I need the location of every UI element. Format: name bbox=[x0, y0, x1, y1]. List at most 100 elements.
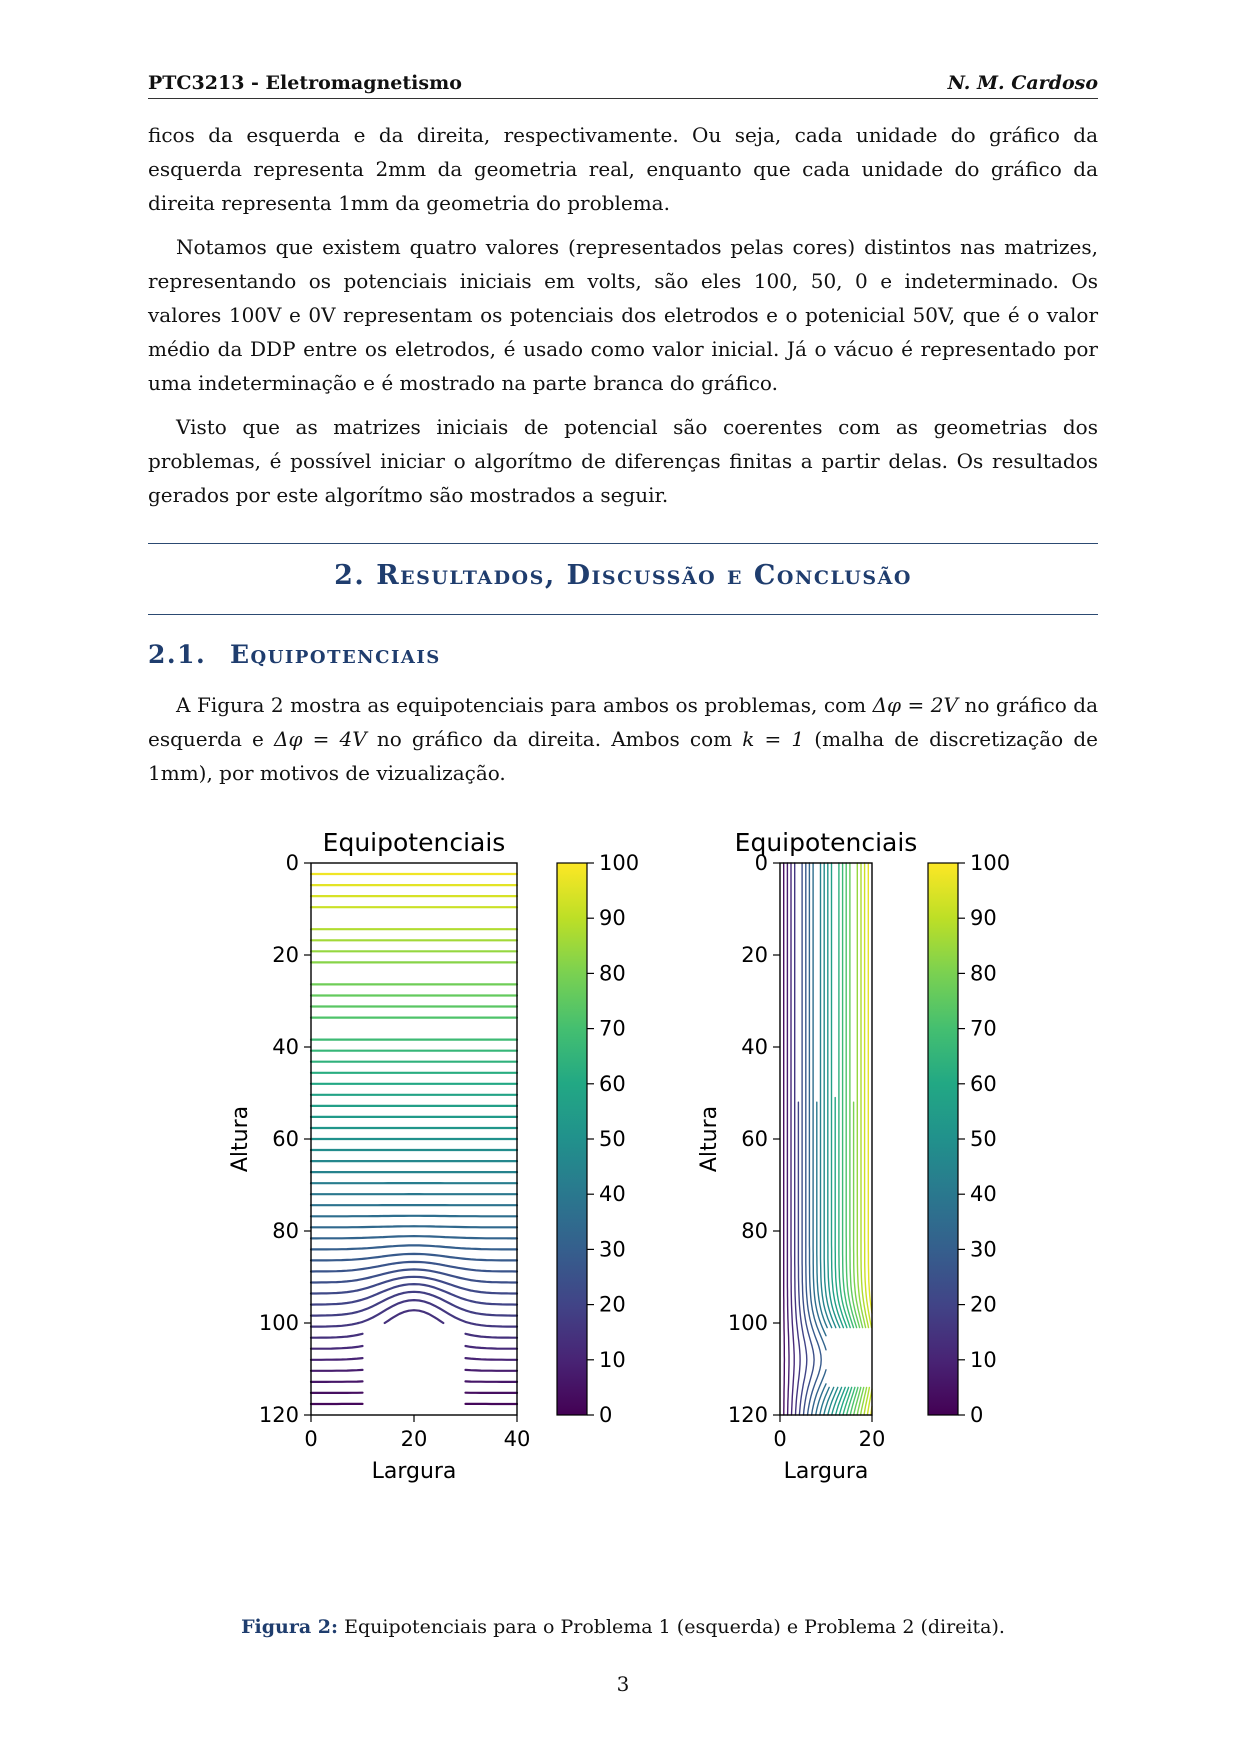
y-tick-label-40: 40 bbox=[741, 1035, 768, 1059]
colorbar-tick-label-70: 70 bbox=[599, 1017, 626, 1041]
contour-line-32 bbox=[309, 1235, 519, 1240]
colorbar-tick-label-80: 80 bbox=[970, 961, 997, 985]
contour-line-12 bbox=[790, 862, 795, 1416]
colorbar-tick-label-30: 30 bbox=[970, 1237, 997, 1261]
para4-text-c: no gráfico da direita. Ambos com bbox=[366, 727, 743, 751]
paragraph-1: ficos da esquerda e da direita, respecti… bbox=[148, 123, 1098, 215]
colorbar-tick-label-60: 60 bbox=[970, 1072, 997, 1096]
para4-text-b: no gráfico da esquerda e bbox=[148, 693, 1098, 751]
contour-line-72 bbox=[845, 862, 859, 1416]
header-course: PTC3213 - Eletromagnetismo bbox=[148, 72, 462, 94]
contour-line-30 bbox=[309, 1244, 519, 1251]
math-k: k = 1 bbox=[742, 727, 805, 751]
contour-line-34 bbox=[309, 1225, 519, 1229]
y-tick-label-0: 0 bbox=[755, 851, 768, 875]
subsection-name: Equipotenciais bbox=[230, 640, 441, 669]
contour-line-4 bbox=[783, 862, 786, 1416]
colorbar-tick-label-20: 20 bbox=[599, 1293, 626, 1317]
y-tick-label-100: 100 bbox=[259, 1311, 299, 1335]
para4-text-d: (malha de discretização de 1mm), por mot… bbox=[148, 727, 1098, 785]
colorbar-tick-label-70: 70 bbox=[970, 1017, 997, 1041]
x-axis-label: Largura bbox=[372, 1459, 457, 1484]
contour-line-36 bbox=[812, 862, 827, 1416]
contour-line-10 bbox=[309, 1357, 519, 1361]
contour-line-68 bbox=[841, 862, 856, 1416]
y-tick-label-60: 60 bbox=[272, 1127, 299, 1151]
contour-line-20 bbox=[797, 1101, 808, 1416]
contour-line-28 bbox=[805, 862, 822, 1416]
colorbar-tick-label-90: 90 bbox=[970, 906, 997, 930]
colorbar-tick-label-40: 40 bbox=[599, 1182, 626, 1206]
contour-line-96 bbox=[867, 862, 873, 1416]
paragraph-3: Visto que as matrizes iniciais de potenc… bbox=[148, 415, 1098, 507]
contour-line-28 bbox=[309, 1252, 519, 1262]
x-axis-label: Largura bbox=[784, 1459, 869, 1484]
contour-line-76 bbox=[849, 862, 862, 1416]
contour-line-88 bbox=[860, 862, 871, 1416]
colorbar-tick-label-40: 40 bbox=[970, 1182, 997, 1206]
chart-title: Equipotenciais bbox=[323, 828, 506, 857]
colorbar-tick-label-80: 80 bbox=[599, 961, 626, 985]
contour-line-18 bbox=[309, 1290, 519, 1317]
y-tick-label-60: 60 bbox=[741, 1127, 768, 1151]
x-tick-label-20: 20 bbox=[859, 1427, 886, 1451]
contour-line-16 bbox=[309, 1299, 519, 1328]
contour-line-20 bbox=[309, 1283, 519, 1306]
contour-line-6 bbox=[309, 1380, 519, 1383]
contour-line-8 bbox=[309, 1368, 519, 1372]
y-tick-label-120: 120 bbox=[728, 1403, 768, 1427]
contour-line-80 bbox=[852, 1101, 865, 1416]
colorbar-tick-label-100: 100 bbox=[970, 851, 1010, 875]
colorbar-tick-label-50: 50 bbox=[970, 1127, 997, 1151]
contour-line-14 bbox=[309, 1309, 519, 1339]
contour-line-52 bbox=[827, 862, 843, 1416]
paragraph-4: A Figura 2 mostra as equipotenciais para… bbox=[148, 688, 1098, 790]
contour-line-26 bbox=[309, 1260, 519, 1273]
page-header: PTC3213 - Eletromagnetismo N. M. Cardoso bbox=[148, 72, 1098, 99]
x-tick-label-40: 40 bbox=[504, 1427, 531, 1451]
contour-line-8 bbox=[786, 862, 790, 1416]
figure-caption: Figura 2: Equipotenciais para o Problema… bbox=[148, 1616, 1098, 1638]
math-delta-right: Δφ = 4V bbox=[274, 727, 367, 751]
subsection-title: 2.1. Equipotenciais bbox=[148, 640, 441, 669]
contour-line-84 bbox=[856, 862, 868, 1416]
paragraph-2: Notamos que existem quatro valores (repr… bbox=[148, 235, 1098, 395]
header-author: N. M. Cardoso bbox=[947, 72, 1098, 94]
x-tick-label-0: 0 bbox=[304, 1427, 317, 1451]
section-title: 2. Resultados, Discussão e Conclusão bbox=[334, 560, 912, 591]
plot-frame bbox=[779, 862, 873, 1416]
y-axis-label: Altura bbox=[697, 1106, 722, 1172]
contour-line-48 bbox=[823, 862, 839, 1416]
y-tick-label-100: 100 bbox=[728, 1311, 768, 1335]
y-tick-label-80: 80 bbox=[741, 1219, 768, 1243]
y-axis-label: Altura bbox=[228, 1106, 253, 1172]
contour-line-56 bbox=[830, 862, 846, 1416]
colorbar-tick-label-30: 30 bbox=[599, 1237, 626, 1261]
colorbar-tick-label-50: 50 bbox=[599, 1127, 626, 1151]
colorbar-tick-label-0: 0 bbox=[599, 1403, 612, 1427]
y-tick-label-120: 120 bbox=[259, 1403, 299, 1427]
x-tick-label-20: 20 bbox=[401, 1427, 428, 1451]
caption-text: Equipotenciais para o Problema 1 (esquer… bbox=[344, 1616, 1005, 1638]
y-tick-label-0: 0 bbox=[286, 851, 299, 875]
contour-line-22 bbox=[309, 1275, 519, 1295]
contour-line-92 bbox=[863, 862, 873, 1416]
colorbar-tick-label-90: 90 bbox=[599, 906, 626, 930]
colorbar bbox=[556, 862, 588, 1416]
y-tick-label-80: 80 bbox=[272, 1219, 299, 1243]
page-number: 3 bbox=[616, 1672, 630, 1696]
colorbar-tick-label-10: 10 bbox=[970, 1348, 997, 1372]
caption-label: Figura 2: bbox=[241, 1616, 339, 1638]
y-tick-label-20: 20 bbox=[741, 943, 768, 967]
subsection-number: 2.1. bbox=[148, 640, 207, 669]
colorbar-tick-label-0: 0 bbox=[970, 1403, 983, 1427]
para4-text-a: A Figura 2 mostra as equipotenciais para… bbox=[176, 693, 873, 717]
contour-line-64 bbox=[838, 862, 853, 1416]
section-rule-top bbox=[148, 543, 1098, 544]
x-tick-label-0: 0 bbox=[773, 1427, 786, 1451]
contour-line-32 bbox=[808, 862, 827, 1416]
colorbar-tick-label-100: 100 bbox=[599, 851, 639, 875]
